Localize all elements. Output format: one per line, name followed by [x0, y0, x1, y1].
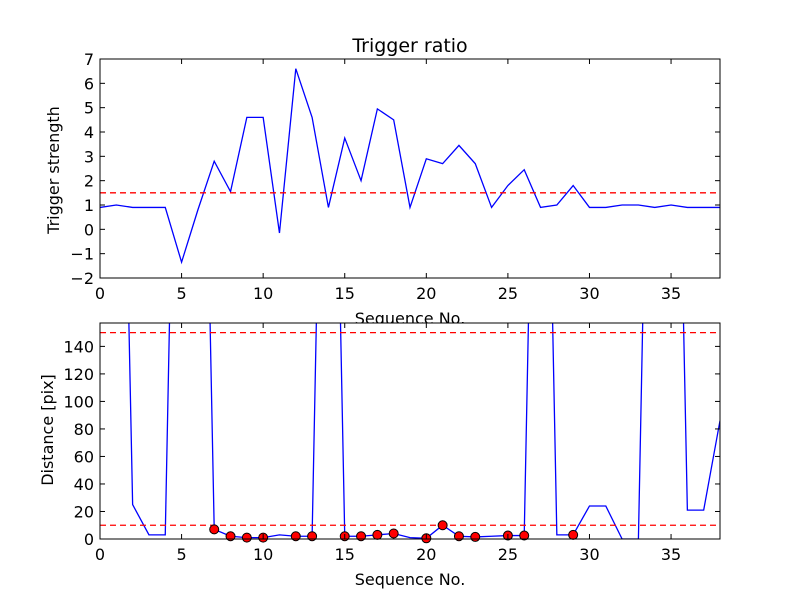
- y-tick-label: 4: [84, 123, 94, 142]
- y-tick-label: −1: [70, 245, 94, 264]
- x-tick-label: 10: [253, 545, 273, 564]
- y-tick-label: 20: [74, 502, 94, 521]
- data-point: [453, 531, 464, 542]
- y-tick-label: 7: [84, 50, 94, 69]
- y-axis-label: Distance [pix]: [38, 374, 57, 486]
- y-tick-label: 0: [84, 220, 94, 239]
- y-tick-label: 6: [84, 74, 94, 93]
- data-point: [470, 531, 481, 542]
- x-tick-label: 10: [253, 284, 273, 303]
- y-tick-label: 2: [84, 172, 94, 191]
- data-point: [290, 531, 301, 542]
- y-tick-label: 80: [74, 420, 94, 439]
- y-tick-label: 40: [74, 475, 94, 494]
- trigger-ratio-plot: 0 5 10 15 20 25 30 35 −2 −1 0 1 2 3 4 5 6 7 Trigger ratio…: [44, 35, 721, 328]
- series-line: [100, 68, 720, 265]
- x-tick-label: 25: [498, 284, 518, 303]
- y-axis-label: Trigger strength: [44, 106, 63, 235]
- plot-area: [100, 323, 720, 539]
- x-tick-label: 0: [95, 545, 105, 564]
- x-tick-label: 20: [416, 545, 436, 564]
- plot-frame: [99, 322, 721, 540]
- y-tick-label: 140: [63, 337, 94, 356]
- y-tick-label: 3: [84, 147, 94, 166]
- x-tick-label: 35: [661, 545, 681, 564]
- x-tick-label: 5: [176, 284, 186, 303]
- data-point: [519, 530, 530, 541]
- y-tick-label: 0: [84, 530, 94, 549]
- y-tick-label: −2: [70, 269, 94, 288]
- data-point: [209, 524, 220, 535]
- y-tick-label: 60: [74, 447, 94, 466]
- data-point: [437, 520, 448, 531]
- series-line: [128, 323, 720, 539]
- y-tick-label: 100: [63, 392, 94, 411]
- x-tick-label: 15: [335, 545, 355, 564]
- data-point: [241, 532, 252, 543]
- chart-title: Trigger ratio: [351, 35, 467, 57]
- data-point: [225, 531, 236, 542]
- distance-plot: 0 5 10 15 20 25 30 35 0 20 40 60 80 100 120 140 Sequenc…: [38, 322, 721, 589]
- data-point: [356, 531, 367, 542]
- y-tick-label: 1: [84, 196, 94, 215]
- x-tick-label: 0: [95, 284, 105, 303]
- x-tick-label: 20: [416, 284, 436, 303]
- data-point: [307, 531, 318, 542]
- plot-area: [100, 59, 720, 278]
- x-tick-label: 35: [661, 284, 681, 303]
- x-tick-label: 30: [579, 545, 599, 564]
- data-point: [568, 529, 579, 540]
- x-tick-label: 25: [498, 545, 518, 564]
- x-tick-label: 15: [335, 284, 355, 303]
- x-axis-label: Sequence No.: [355, 570, 466, 589]
- y-tick-label: 120: [63, 365, 94, 384]
- data-point: [388, 528, 399, 539]
- x-tick-label: 30: [579, 284, 599, 303]
- data-point: [372, 529, 383, 540]
- x-tick-label: 5: [176, 545, 186, 564]
- y-tick-label: 5: [84, 99, 94, 118]
- plot-frame: [99, 58, 721, 279]
